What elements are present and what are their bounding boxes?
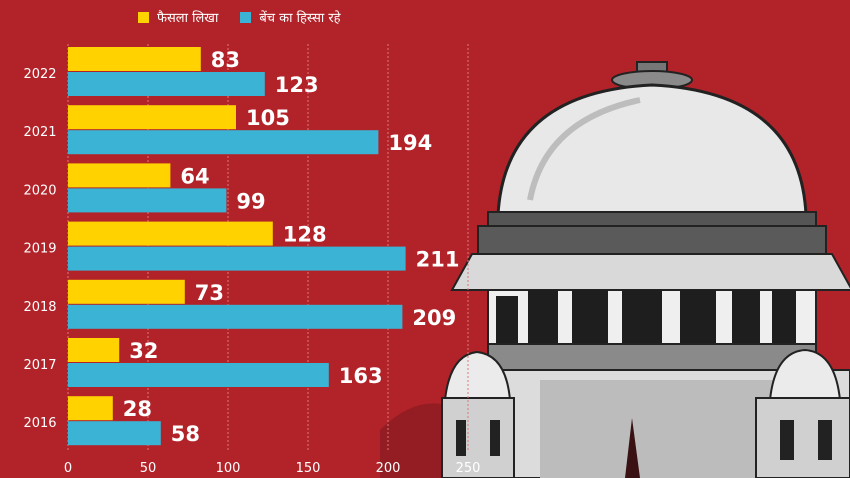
x-tick-label-200: 200: [376, 461, 401, 476]
building-shade: [540, 380, 790, 478]
bar-2017-written: [68, 338, 120, 362]
data-label-2021-written: 105: [246, 106, 290, 130]
data-label-2022-written: 83: [211, 48, 240, 72]
legend-item-bench: बेंच का हिस्सा रहे: [240, 8, 341, 26]
legend-item-written: फैसला लिखा: [138, 8, 218, 26]
colonnade-windows: [496, 290, 796, 346]
y-tick-label-2017: 2017: [23, 358, 56, 373]
left-tower: [441, 397, 515, 478]
left-small-dome: [443, 350, 512, 401]
bar-2018-written: [68, 279, 185, 304]
y-tick-label-2018: 2018: [23, 300, 56, 315]
bar-2020-written: [68, 163, 171, 188]
bars-layer: 83 123 105 194 64 99 128 211 73 209 32 163 28 58: [68, 47, 459, 446]
dome: [496, 83, 808, 217]
bar-2016-bench: [68, 421, 161, 446]
legend-swatch-written: [138, 11, 149, 23]
y-tick-label-2021: 2021: [23, 125, 56, 140]
data-label-2017-bench: 163: [339, 364, 383, 388]
y-axis-labels: 2022 2021 2020 2019 2018 2017 2016: [23, 67, 56, 431]
bar-2021-bench: [68, 130, 379, 155]
x-axis-labels: 0 50 100 150 200 250: [64, 461, 481, 476]
drum-cornice: [450, 253, 850, 291]
bar-2019-bench: [68, 246, 406, 271]
bar-2016-written: [68, 396, 113, 421]
tower-windows: [456, 420, 832, 460]
drum-band: [477, 225, 827, 255]
bar-2020-bench: [68, 188, 227, 213]
data-label-2016-bench: 58: [171, 422, 200, 446]
data-label-2018-bench: 209: [412, 306, 456, 330]
y-tick-label-2019: 2019: [23, 242, 56, 257]
flagpole-shadow: [625, 418, 640, 478]
x-tick-label-50: 50: [140, 461, 157, 476]
right-small-dome: [768, 348, 842, 401]
legend: फैसला लिखा बेंच का हिस्सा रहे: [138, 8, 341, 26]
x-tick-label-100: 100: [216, 461, 241, 476]
legend-label-written: फैसला लिखा: [157, 11, 219, 26]
data-label-2020-written: 64: [180, 164, 209, 188]
supreme-court-illustration: [380, 61, 850, 478]
data-label-2022-bench: 123: [275, 73, 319, 97]
bar-2019-written: [68, 221, 273, 246]
data-label-2019-bench: 211: [416, 248, 460, 272]
data-label-2017-written: 32: [129, 339, 158, 363]
legend-swatch-bench: [240, 11, 252, 23]
y-tick-label-2020: 2020: [23, 183, 56, 198]
y-tick-label-2016: 2016: [23, 416, 56, 431]
y-tick-label-2022: 2022: [23, 67, 56, 82]
data-label-2016-written: 28: [123, 397, 152, 421]
drum-band-top: [487, 211, 817, 227]
colonnade-base: [487, 343, 817, 373]
right-tower: [755, 397, 850, 478]
bar-2021-written: [68, 105, 236, 130]
bar-2018-bench: [68, 304, 403, 329]
data-label-2018-written: 73: [195, 281, 224, 305]
data-label-2020-bench: 99: [236, 189, 265, 213]
dome-shading: [527, 97, 641, 201]
data-label-2019-written: 128: [283, 223, 327, 247]
bar-2022-written: [68, 47, 201, 71]
legend-label-bench: बेंच का हिस्सा रहे: [259, 11, 341, 26]
x-tick-label-150: 150: [296, 461, 321, 476]
x-tick-label-0: 0: [64, 461, 72, 476]
bar-2017-bench: [68, 363, 329, 387]
data-label-2021-bench: 194: [388, 131, 432, 155]
x-tick-label-250: 250: [456, 461, 481, 476]
bar-2022-bench: [68, 72, 265, 96]
